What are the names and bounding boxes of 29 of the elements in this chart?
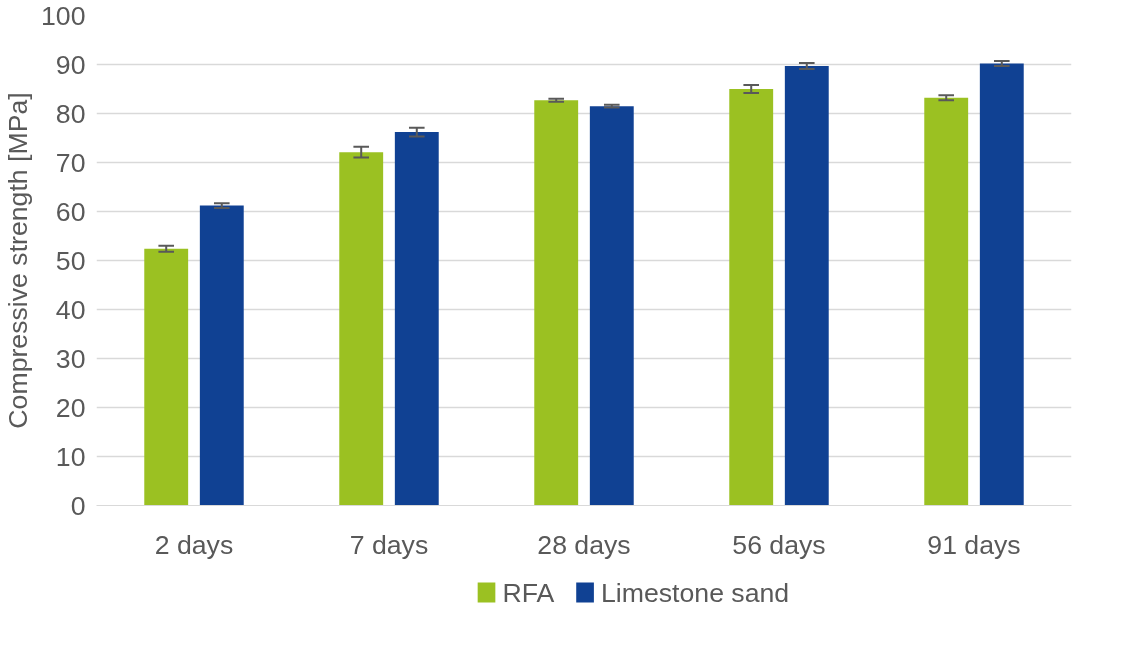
y-tick-label: 80 — [55, 98, 86, 129]
bar — [729, 89, 774, 506]
y-tick-label: 20 — [55, 392, 86, 423]
y-axis-title: Compressive strength [MPa] — [3, 92, 34, 429]
bar — [199, 205, 244, 506]
bar — [979, 63, 1024, 506]
x-tick-label: 2 days — [154, 529, 234, 560]
bar — [589, 106, 634, 506]
y-tick-label: 90 — [55, 49, 86, 80]
y-tick-label: 0 — [70, 490, 86, 521]
bar — [784, 65, 829, 506]
x-tick-label: 91 days — [927, 529, 1021, 560]
x-tick-label: 7 days — [349, 529, 429, 560]
bar — [339, 152, 384, 506]
x-tick-label: 28 days — [537, 529, 631, 560]
y-tick-label: 100 — [41, 0, 86, 31]
y-tick-label: 70 — [55, 147, 86, 178]
y-tick-label: 10 — [55, 441, 86, 472]
y-tick-label: 30 — [55, 343, 86, 374]
legend-label: RFA — [502, 577, 555, 608]
bar — [394, 132, 439, 506]
y-tick-label: 60 — [55, 196, 86, 227]
legend-label: Limestone sand — [600, 577, 790, 608]
y-tick-label: 50 — [55, 245, 86, 276]
x-tick-label: 56 days — [732, 529, 826, 560]
bar — [924, 97, 969, 506]
y-tick-label: 40 — [55, 294, 86, 325]
bar — [534, 100, 579, 506]
bar — [144, 248, 189, 506]
